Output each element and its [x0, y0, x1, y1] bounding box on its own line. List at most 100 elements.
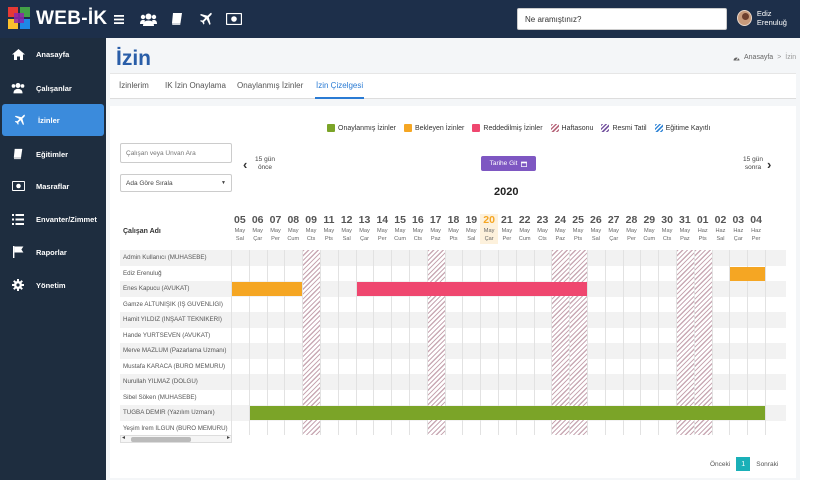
- user-name[interactable]: Ediz Erenuluğ: [756, 9, 787, 27]
- grid-line: [355, 250, 357, 435]
- next-15-days-label[interactable]: 15 gün sonra: [743, 156, 763, 171]
- sort-select-value: Ada Göre Sırala: [126, 179, 173, 187]
- next-chevron-icon[interactable]: ›: [767, 157, 772, 172]
- day-number: 05: [234, 214, 246, 226]
- list-icon: [11, 212, 25, 226]
- day-month: May: [466, 228, 477, 234]
- plane-icon[interactable]: [199, 11, 213, 27]
- day-number: 23: [536, 214, 549, 226]
- employee-name[interactable]: Merve MAZLUM (Pazarlama Uzmanı): [123, 347, 227, 354]
- sidebar-item-5[interactable]: Masraflar: [0, 170, 106, 202]
- day-header: 08 May Cum: [284, 214, 302, 243]
- grid-line: [640, 250, 642, 435]
- day-header: 24 May Paz: [551, 214, 569, 243]
- book-icon[interactable]: [171, 11, 184, 27]
- day-header: 17 May Paz: [427, 214, 445, 243]
- day-number: 11: [323, 214, 335, 226]
- sidebar-item-1[interactable]: Anasayfa: [0, 38, 106, 70]
- sidebar-item-8[interactable]: Yönetim: [0, 269, 106, 301]
- day-weekday: Sal: [591, 236, 600, 242]
- day-weekday: Çar: [253, 236, 263, 242]
- legend-swatch: [403, 124, 412, 132]
- top-bar: WEB-İK Ediz Erenuluğ: [0, 0, 800, 38]
- scroll-left-icon[interactable]: ◂: [122, 435, 126, 441]
- employee-search-input[interactable]: [120, 143, 232, 163]
- employee-name[interactable]: Gamze ALTUNIŞIK (İŞ GÜVENLİĞİ): [123, 300, 223, 308]
- day-header: 21 May Per: [498, 214, 516, 243]
- tab-1[interactable]: İzinlerim: [119, 81, 149, 90]
- search-input[interactable]: [517, 8, 727, 30]
- day-month: May: [252, 228, 263, 234]
- day-header: 09 May Cts: [302, 214, 320, 243]
- employee-name[interactable]: Sibel Söken (MUHASEBE): [123, 393, 197, 401]
- day-number: 24: [554, 214, 567, 226]
- pager-next[interactable]: Sonraki: [756, 460, 779, 468]
- weekend-column: [427, 250, 445, 435]
- breadcrumb-home[interactable]: Anasayfa: [744, 54, 774, 61]
- day-number: 04: [750, 214, 762, 226]
- prev-15-days-label[interactable]: 15 gün önce: [255, 156, 275, 171]
- leave-bar-pending[interactable]: [730, 266, 765, 281]
- home-icon: [11, 47, 25, 61]
- employee-name[interactable]: Nurullah YILMAZ (DOLGU): [123, 378, 198, 385]
- legend-swatch: [601, 124, 610, 132]
- sidebar-item-label: Anasayfa: [36, 49, 70, 59]
- sidebar-item-2[interactable]: Çalışanlar: [0, 72, 106, 104]
- employee-name[interactable]: TUĞBA DEMİR (Yazılım Uzmanı): [123, 409, 215, 416]
- user-menu[interactable]: Ediz Erenuluğ: [737, 9, 800, 27]
- day-number: 17: [429, 214, 442, 226]
- tab-4[interactable]: İzin Çizelgesi: [315, 74, 365, 99]
- day-month: May: [626, 228, 637, 234]
- avatar[interactable]: [737, 10, 752, 26]
- grid-line: [658, 250, 660, 435]
- prev-chevron-icon[interactable]: ‹: [243, 157, 248, 172]
- tab-2[interactable]: IK İzin Onaylama: [165, 81, 226, 90]
- day-number: 13: [358, 214, 371, 226]
- day-header: 04 Haz Per: [747, 214, 765, 243]
- day-number: 06: [251, 214, 264, 226]
- scroll-right-icon[interactable]: ▸: [226, 435, 230, 441]
- menu-icon[interactable]: [114, 11, 124, 27]
- pager-prev[interactable]: Önceki: [710, 460, 731, 468]
- employee-name[interactable]: Hande YURTSEVEN (AVUKAT): [123, 331, 211, 339]
- horizontal-scrollbar[interactable]: ◂ ▸: [120, 435, 232, 443]
- day-number: 08: [287, 214, 300, 226]
- day-header: 25 May Pts: [569, 214, 587, 243]
- day-header: 12 May Sal: [338, 214, 356, 243]
- tab-3[interactable]: Onaylanmış İzinler: [237, 81, 304, 90]
- table-row: [120, 312, 786, 328]
- weekend-column: [303, 250, 320, 435]
- users-icon[interactable]: [140, 11, 157, 27]
- employee-name[interactable]: Hamit YILDIZ (İNŞAAT TEKNİKERİ): [123, 316, 222, 323]
- employee-name[interactable]: Enes Kapucu (AVUKAT): [123, 285, 190, 292]
- day-weekday: Cts: [662, 236, 672, 242]
- pager-current-page[interactable]: 1: [736, 457, 751, 471]
- sidebar-item-7[interactable]: Raporlar: [0, 236, 106, 268]
- leave-bar-approved[interactable]: [249, 406, 765, 420]
- day-weekday: Cts: [413, 236, 423, 242]
- grid-line: [444, 250, 446, 435]
- day-month: Haz: [733, 228, 744, 234]
- sidebar-item-6[interactable]: Envanter/Zimmet: [0, 203, 106, 235]
- sort-select[interactable]: Ada Göre Sırala ▼: [120, 174, 232, 192]
- employee-name[interactable]: Yeşim İrem İLGÜN (BÜRO MEMURU): [123, 424, 228, 432]
- legend-item: Resmi Tatil: [601, 124, 647, 132]
- day-number: 26: [590, 214, 602, 226]
- sidebar-item-3[interactable]: İzinler: [2, 104, 104, 136]
- day-number: 27: [607, 214, 620, 226]
- leave-bar-pending[interactable]: [232, 282, 303, 296]
- employee-name[interactable]: Admin Kullanıcı (MUHASEBE): [123, 254, 207, 261]
- dashboard-icon: [733, 57, 740, 61]
- employee-name[interactable]: Ediz Erenuluğ: [123, 269, 162, 277]
- day-weekday: Pts: [698, 236, 707, 242]
- goto-date-button[interactable]: Tarihe Git: [481, 156, 536, 171]
- employee-name[interactable]: Mustafa KARACA (BÜRO MEMURU): [123, 362, 226, 370]
- scrollbar-thumb[interactable]: [131, 437, 191, 442]
- sidebar-item-4[interactable]: Eğitimler: [0, 138, 106, 170]
- day-weekday: Paz: [555, 236, 566, 242]
- grid-line: [426, 250, 428, 435]
- day-weekday: Pts: [449, 236, 458, 242]
- leave-bar-rejected[interactable]: [356, 282, 587, 296]
- money-icon[interactable]: [226, 11, 242, 27]
- grid-line: [587, 250, 588, 435]
